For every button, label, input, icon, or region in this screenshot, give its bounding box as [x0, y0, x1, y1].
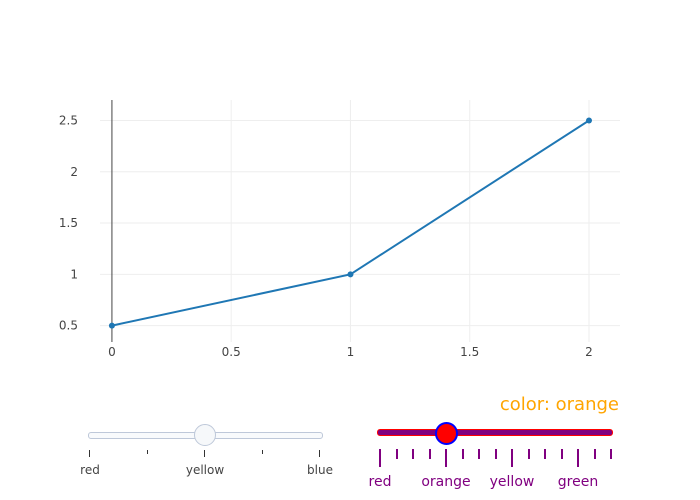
slider-step-label[interactable]: blue — [307, 463, 333, 477]
slider-major-tick[interactable] — [379, 449, 381, 467]
slider-step-label[interactable]: red — [368, 474, 392, 490]
x-tick-label: 0 — [108, 345, 116, 359]
data-points — [108, 117, 592, 329]
slider-minor-tick[interactable] — [610, 449, 612, 459]
x-tick-label: 1.5 — [460, 345, 479, 359]
slider-step-label[interactable]: red — [80, 463, 100, 477]
slider-step-label[interactable]: orange — [421, 474, 471, 490]
slider-minor-tick[interactable] — [494, 449, 497, 459]
slider-minor-tick[interactable] — [527, 449, 530, 459]
slider-minor-tick[interactable] — [395, 449, 398, 459]
slider-minor-tick[interactable] — [412, 449, 414, 459]
slider-major-tick[interactable] — [89, 450, 90, 457]
y-tick-label: 0.5 — [59, 319, 78, 333]
slider-major-tick[interactable] — [511, 449, 513, 467]
color-slider-plain[interactable]: red yellow blue — [80, 420, 333, 490]
current-value-display: color: orange — [500, 394, 619, 415]
x-tick-label: 1 — [347, 345, 355, 359]
grid — [100, 100, 620, 342]
slider-minor-tick[interactable] — [544, 449, 546, 459]
slider-minor-tick[interactable] — [593, 449, 596, 459]
data-point — [108, 322, 115, 329]
tick-labels: 0 0.5 1 1.5 2 0.5 1 1.5 2 2.5 — [59, 114, 593, 359]
current-value-prefix: color: — [499, 394, 556, 415]
line-chart: 0 0.5 1 1.5 2 0.5 1 1.5 2 2.5 — [59, 100, 620, 359]
slider-minor-tick[interactable] — [478, 449, 480, 459]
y-tick-label: 1.5 — [59, 216, 78, 230]
data-point — [585, 117, 592, 124]
slider-grip[interactable] — [435, 422, 458, 445]
slider-minor-tick[interactable] — [461, 449, 464, 459]
slider-major-tick[interactable] — [445, 449, 447, 467]
y-tick-label: 1 — [70, 267, 78, 281]
slider-minor-tick[interactable] — [261, 450, 263, 454]
slider-grip[interactable] — [194, 424, 216, 446]
slider-step-label[interactable]: yellow — [185, 463, 225, 477]
slider-step-label[interactable]: yellow — [489, 474, 535, 490]
slider-minor-tick[interactable] — [428, 449, 431, 459]
color-slider-styled[interactable]: color: orange red orange yellow green — [368, 392, 630, 497]
y-tick-label: 2 — [70, 165, 78, 179]
slider-minor-tick[interactable] — [560, 449, 563, 459]
x-tick-label: 0.5 — [222, 345, 241, 359]
y-tick-label: 2.5 — [59, 114, 78, 128]
slider-minor-tick[interactable] — [146, 450, 148, 454]
current-value-text: orange — [555, 394, 619, 415]
slider-major-tick[interactable] — [577, 449, 579, 467]
data-point — [347, 271, 354, 278]
slider-major-tick[interactable] — [319, 450, 320, 457]
x-tick-label: 2 — [585, 345, 593, 359]
slider-major-tick[interactable] — [204, 450, 205, 457]
slider-rail[interactable] — [377, 429, 613, 436]
slider-step-label[interactable]: green — [557, 474, 599, 490]
